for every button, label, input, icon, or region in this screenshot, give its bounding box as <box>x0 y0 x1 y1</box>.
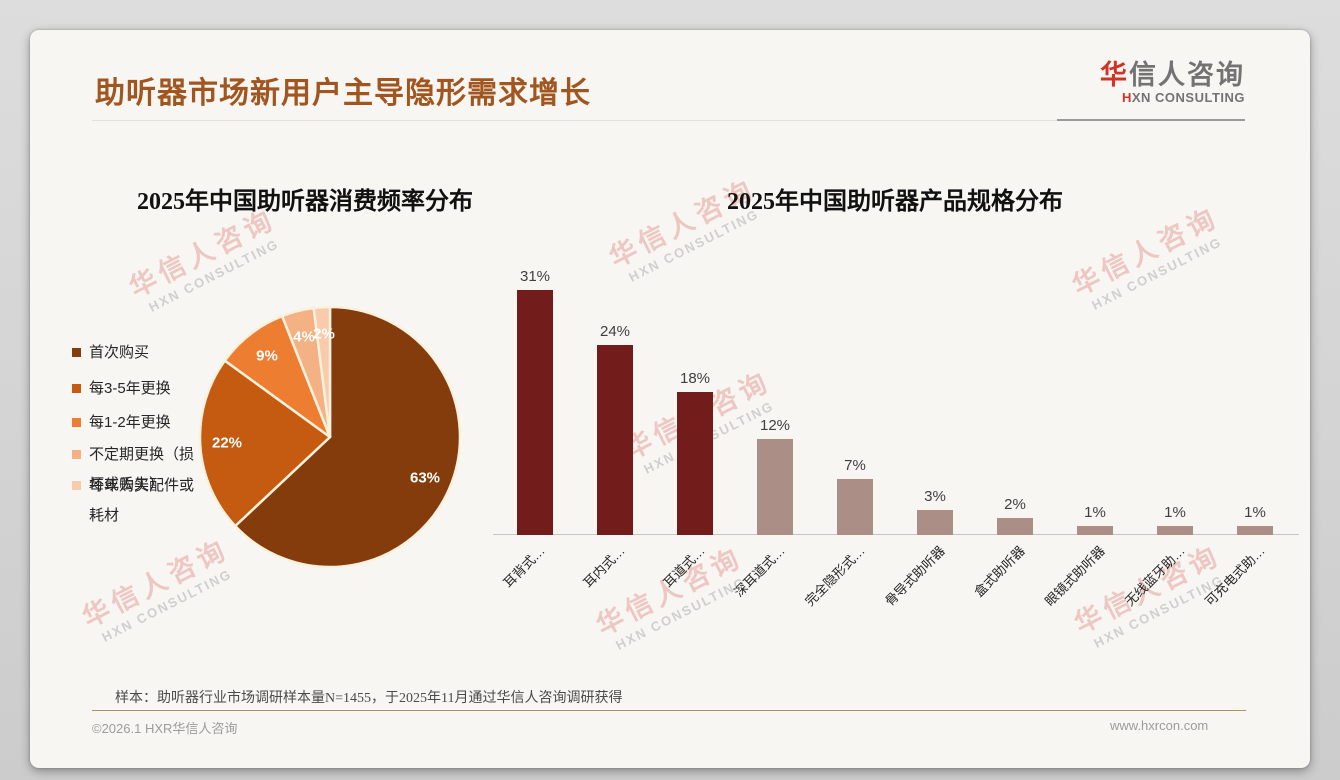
bar-4 <box>837 479 873 535</box>
logo-en-text: HXN CONSULTING <box>1100 90 1245 106</box>
legend-item: 首次购买 <box>72 338 204 368</box>
legend-swatch <box>72 384 81 393</box>
bar-value-label: 18% <box>679 370 711 387</box>
bar-chart-title: 2025年中国助听器产品规格分布 <box>727 189 1063 215</box>
logo-zh-first-char: 华 <box>1100 60 1129 90</box>
x-axis-line <box>493 534 1299 535</box>
pie-chart <box>198 305 462 569</box>
header-divider <box>92 120 1245 121</box>
logo-en-rest: XN CONSULTING <box>1131 90 1245 105</box>
pie-slice-1 <box>198 359 332 528</box>
legend-swatch <box>72 450 81 459</box>
bar-9 <box>1237 526 1273 535</box>
bar-7 <box>1077 526 1113 535</box>
pie-data-label: 63% <box>409 469 441 487</box>
pie-data-label: 9% <box>256 347 278 365</box>
legend-item: 每1-2年更换 <box>72 408 204 438</box>
legend-label: 每年购买配件或耗材 <box>89 477 195 524</box>
bar-chart: 31% 24% 18% 12% 7% 3% 2% 1% 1% 1% <box>493 268 1299 535</box>
legend-label: 每1-2年更换 <box>89 414 171 431</box>
legend-label: 首次购买 <box>89 344 150 361</box>
bar-value-label: 1% <box>1244 504 1266 521</box>
bar-value-label: 7% <box>844 457 866 474</box>
bar-value-label: 12% <box>759 417 791 434</box>
pie-data-label: 2% <box>313 325 335 343</box>
logo-zh-text: 华信人咨询 <box>1100 60 1245 90</box>
bar-value-label: 3% <box>924 488 946 505</box>
page-title: 助听器市场新用户主导隐形需求增长 <box>95 77 591 110</box>
pie-chart-title: 2025年中国助听器消费频率分布 <box>137 189 473 215</box>
company-logo: 华信人咨询 HXN CONSULTING <box>1100 60 1245 106</box>
bar-value-label: 2% <box>1004 496 1026 513</box>
bar-value-label: 1% <box>1084 504 1106 521</box>
bar-8 <box>1157 526 1193 535</box>
legend-item: 每3-5年更换 <box>72 374 204 404</box>
bar-value-label: 24% <box>599 323 631 340</box>
bar-6 <box>997 518 1033 535</box>
bar-value-label: 1% <box>1164 504 1186 521</box>
legend-swatch <box>72 348 81 357</box>
bar-value-label: 31% <box>519 268 551 285</box>
logo-zh-rest: 信人咨询 <box>1129 60 1245 90</box>
legend-swatch <box>72 418 81 427</box>
bar-1 <box>597 345 633 535</box>
legend-item: 不定期更换（损坏或丢失） <box>72 440 204 500</box>
pie-slice-4 <box>312 305 332 439</box>
pie-data-label: 4% <box>293 328 315 346</box>
source-note: 样本：助听器行业市场调研样本量N=1455，于2025年11月通过华信人咨询调研… <box>115 691 623 706</box>
pie-data-label: 22% <box>211 434 243 452</box>
website-url: www.hxrcon.com <box>1110 718 1209 733</box>
bar-3 <box>757 439 793 535</box>
legend-label: 不定期更换（损坏或丢失） <box>89 446 195 493</box>
legend-label: 每3-5年更换 <box>89 380 171 397</box>
footer-divider <box>92 710 1246 711</box>
legend-swatch <box>72 481 81 490</box>
pie-slice-0 <box>233 305 462 569</box>
logo-en-first-char: H <box>1121 90 1132 105</box>
bar-0 <box>517 290 553 535</box>
logo-divider <box>1057 119 1245 121</box>
copyright-text: ©2026.1 HXR华信人咨询 <box>92 721 238 736</box>
legend-item: 每年购买配件或耗材 <box>72 471 204 531</box>
bar-2 <box>677 392 713 535</box>
bar-5 <box>917 510 953 535</box>
